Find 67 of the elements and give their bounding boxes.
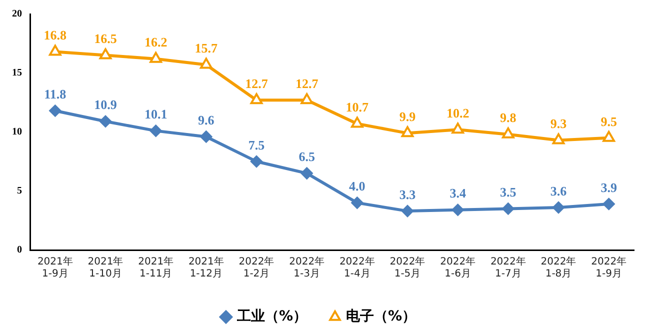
point [250,156,262,168]
data-label: 10.7 [346,100,370,115]
y-tick-label: 5 [17,186,22,197]
point [350,116,364,128]
point [150,52,162,63]
x-tick-label: 2021年 1-9月 [37,256,73,280]
y-tick-label: 20 [12,8,22,20]
legend-label: 电子（%） [346,308,416,325]
data-label: 3.4 [450,186,466,201]
data-label: 16.2 [144,34,168,50]
data-label: 10.1 [144,106,168,122]
x-tick-label: 2022年 1-2月 [238,256,274,280]
point [48,44,62,56]
data-label: 3.5 [500,184,517,200]
data-label: 9.5 [600,114,618,129]
point [552,133,565,144]
point [351,196,364,209]
point [452,204,464,216]
point [502,202,514,215]
point [200,58,212,69]
point [602,130,616,142]
data-label: 3.9 [600,180,618,195]
x-tick-label: 2022年 1-5月 [390,256,426,280]
data-label: 9.9 [399,109,416,124]
data-label: 3.6 [550,183,568,198]
data-label: 7.5 [248,137,266,152]
point [49,104,62,117]
point [602,198,615,210]
data-label: 9.3 [550,116,568,132]
data-label: 6.5 [298,149,316,164]
x-tick-label: 2021年 1-11月 [138,256,174,280]
y-tick-label: 15 [12,68,22,79]
x-tick-label: 2021年 1-10月 [88,256,124,280]
point [200,130,212,143]
x-tick-label: 2022年 1-6月 [440,256,476,280]
x-tick-label: 2022年 1-4月 [339,256,375,280]
point [300,167,313,180]
data-label: 15.7 [194,40,218,56]
x-tick-label: 2022年 1-7月 [490,256,526,280]
point [300,93,314,104]
data-label: 12.7 [245,76,268,91]
x-tick-label: 2021年 1-12月 [188,256,224,280]
x-tick-label: 2022年 1-8月 [540,256,576,280]
data-label: 9.8 [500,110,517,126]
data-label: 9.6 [198,112,215,128]
x-tick-label: 2022年 1-3月 [289,256,325,280]
point [250,93,263,104]
data-label: 16.8 [44,28,68,43]
point [452,122,464,134]
point [552,202,564,214]
point [100,115,112,128]
y-tick-label: 10 [12,126,22,138]
data-label: 10.2 [446,106,470,120]
point [150,124,162,137]
data-label: 4.0 [349,178,366,194]
point [99,48,112,60]
data-label: 3.3 [399,186,416,202]
x-tick-label: 2022年 1-9月 [591,256,627,280]
y-tick-label: 0 [17,244,22,256]
point [401,126,414,138]
data-label: 10.9 [94,97,118,112]
data-label: 11.8 [44,86,67,102]
legend-label: 工业（%） [236,308,308,325]
data-label: 12.7 [295,76,319,91]
data-label: 16.5 [94,31,118,46]
point [502,127,514,138]
point [402,205,414,218]
